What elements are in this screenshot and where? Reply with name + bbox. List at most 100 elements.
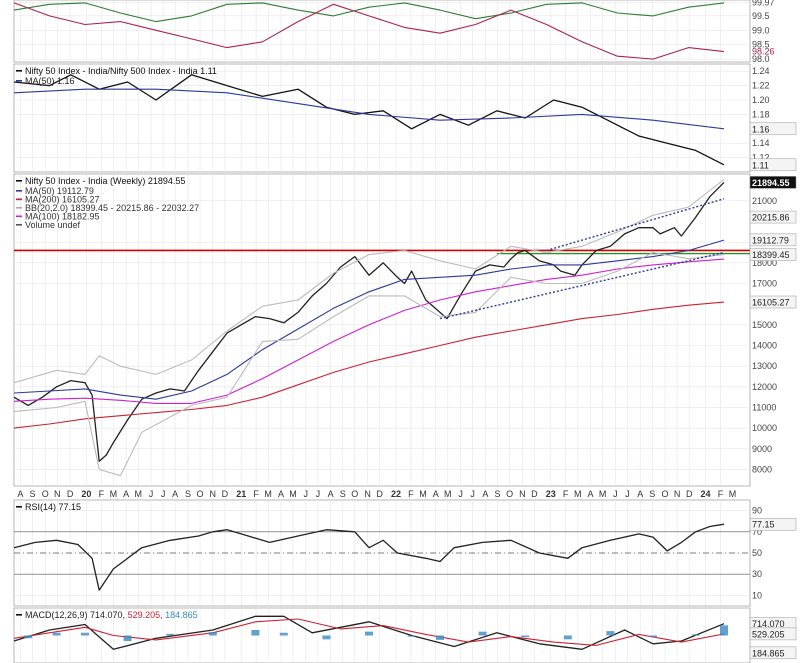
x-tick-label: A bbox=[482, 489, 488, 499]
value-box-label: 16105.27 bbox=[752, 297, 790, 307]
value-box-label: 77.15 bbox=[752, 520, 775, 530]
value-box-label: 184.865 bbox=[752, 648, 785, 658]
y-tick-label: 98.5 bbox=[752, 40, 770, 50]
value-box-label: 21894.55 bbox=[752, 178, 790, 188]
value-box bbox=[749, 646, 797, 660]
panel-top: 99.97 99.5 99.0 98.5 98.098.26 bbox=[13, 0, 775, 64]
x-tick-label: D bbox=[67, 489, 74, 499]
x-tick-label: S bbox=[340, 489, 346, 499]
x-tick-label: A bbox=[433, 489, 439, 499]
histogram-bar bbox=[478, 631, 487, 636]
value-box-label: 1.16 bbox=[752, 124, 770, 134]
x-tick-label: M bbox=[444, 489, 452, 499]
y-tick-label: 17000 bbox=[752, 279, 777, 289]
value-box bbox=[749, 122, 797, 136]
series-line bbox=[13, 258, 725, 404]
x-tick-label: A bbox=[172, 489, 178, 499]
x-tick-label: 24 bbox=[701, 489, 711, 499]
histogram-bar bbox=[365, 631, 373, 636]
series-line bbox=[13, 239, 725, 400]
histogram-bar bbox=[166, 633, 175, 636]
histogram-bar bbox=[606, 631, 615, 636]
panel-title: RSI(14) 77.15 bbox=[25, 502, 81, 512]
panel-title: Nifty 50 Index - India/Nifty 500 Index -… bbox=[25, 66, 217, 76]
y-tick-label: 21000 bbox=[752, 196, 777, 206]
x-tick-label: J bbox=[613, 489, 618, 499]
x-tick-label: N bbox=[364, 489, 371, 499]
series-line bbox=[13, 301, 725, 429]
histogram-bar bbox=[24, 635, 33, 639]
series-line bbox=[13, 74, 725, 166]
y-tick-label: 9000 bbox=[752, 444, 772, 454]
histogram-bar bbox=[322, 635, 331, 640]
x-tick-label: M bbox=[135, 489, 143, 499]
histogram-bar bbox=[436, 635, 444, 640]
x-tick-label: M bbox=[289, 489, 297, 499]
histogram-bar bbox=[251, 630, 260, 636]
y-tick-label: 1.14 bbox=[752, 138, 770, 148]
y-tick-label: 12000 bbox=[752, 382, 777, 392]
x-tick-label: J bbox=[161, 489, 166, 499]
value-box-label: 19112.79 bbox=[752, 235, 789, 245]
y-tick-label: 90 bbox=[752, 506, 762, 516]
x-tick-label: A bbox=[123, 489, 129, 499]
value-box bbox=[749, 176, 797, 189]
y-tick-label: 50 bbox=[752, 548, 762, 558]
histogram-bar bbox=[81, 632, 89, 636]
y-tick-label: 99.0 bbox=[752, 25, 770, 35]
x-tick-label: F bbox=[99, 489, 105, 499]
y-tick-label: 1.18 bbox=[752, 109, 770, 119]
legend-swatch bbox=[16, 180, 22, 182]
x-tick-label: 22 bbox=[391, 489, 401, 499]
y-tick-label: 11000 bbox=[752, 402, 776, 412]
x-tick-label: J bbox=[316, 489, 321, 499]
value-box bbox=[749, 517, 797, 531]
value-box bbox=[749, 627, 797, 641]
legend-swatch bbox=[16, 215, 22, 218]
legend-swatch bbox=[16, 614, 22, 616]
x-axis: A S O N D 20 F M A M J J A S O N D 21 F M A M J J A S O N D 22 F M A M J J A… bbox=[17, 489, 736, 499]
y-tick-label: 1.24 bbox=[752, 66, 770, 76]
x-tick-label: O bbox=[197, 489, 204, 499]
panel-price: 2100019000180001700015000140001300012000… bbox=[13, 173, 797, 487]
x-tick-label: F bbox=[563, 489, 569, 499]
value-box bbox=[749, 233, 797, 247]
x-tick-label: N bbox=[519, 489, 526, 499]
panel-frame bbox=[13, 0, 751, 63]
x-tick-label: A bbox=[328, 489, 334, 499]
x-tick-label: F bbox=[408, 489, 414, 499]
value-box bbox=[749, 295, 797, 309]
y-tick-label: 1.12 bbox=[752, 153, 770, 163]
trendline-upper bbox=[546, 198, 725, 252]
histogram-bar bbox=[691, 634, 700, 636]
value-box-label: 18399.45 bbox=[752, 250, 790, 260]
y-tick-label: 70 bbox=[752, 527, 762, 537]
x-tick-label: D bbox=[531, 489, 538, 499]
y-tick-label: 10000 bbox=[752, 423, 777, 433]
series-line bbox=[13, 523, 725, 591]
histogram-bar bbox=[521, 635, 530, 638]
x-tick-label: S bbox=[649, 489, 655, 499]
value-box-label: 714.070 bbox=[752, 619, 785, 629]
x-tick-label: J bbox=[149, 489, 154, 499]
legend-swatch bbox=[16, 198, 22, 201]
legend-swatch bbox=[16, 506, 22, 508]
histogram-bar bbox=[563, 635, 572, 640]
histogram-bar bbox=[649, 635, 657, 638]
series-line bbox=[13, 615, 725, 650]
x-tick-label: D bbox=[686, 489, 693, 499]
y-tick-label: 13000 bbox=[752, 361, 777, 371]
x-tick-label: M bbox=[729, 489, 737, 499]
x-tick-label: M bbox=[599, 489, 607, 499]
histogram-bar bbox=[279, 632, 288, 636]
value-box-label: 1.11 bbox=[752, 160, 769, 170]
x-tick-label: A bbox=[278, 489, 284, 499]
x-tick-label: 21 bbox=[236, 489, 246, 499]
panel-title: MACD(12,26,9) 714.070, 529.205, 184.865 bbox=[25, 610, 198, 620]
histogram-bar bbox=[720, 625, 728, 636]
x-tick-label: M bbox=[419, 489, 427, 499]
histogram-bar bbox=[407, 635, 416, 637]
y-tick-label: 14000 bbox=[752, 340, 777, 350]
legend-entry: MA(50) 19112.79 bbox=[25, 186, 94, 196]
